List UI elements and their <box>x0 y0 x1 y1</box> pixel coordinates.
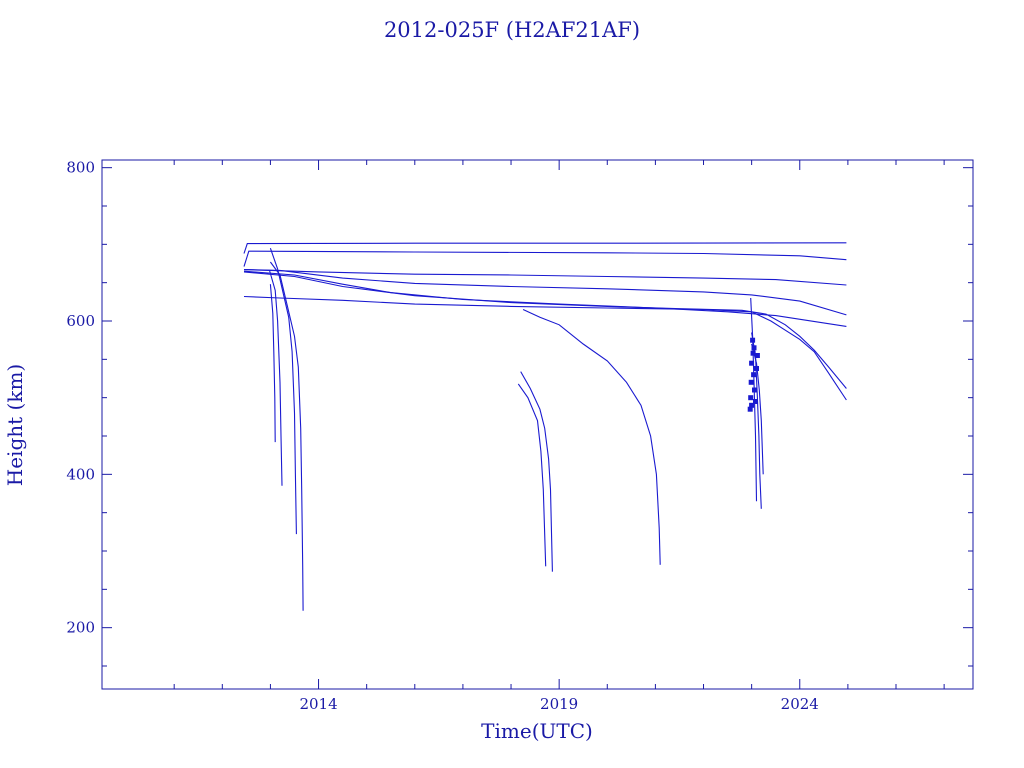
y-tick-label: 200 <box>66 619 95 637</box>
series-line-13 <box>517 383 547 567</box>
y-tick-label: 600 <box>66 312 95 330</box>
data-point-marker <box>753 399 758 404</box>
series-line-1 <box>243 242 847 254</box>
plot-frame <box>101 159 974 690</box>
data-point-marker <box>751 345 757 351</box>
data-point-marker <box>749 402 755 408</box>
series-line-4 <box>243 269 847 316</box>
series-line-9 <box>269 248 297 535</box>
series-line-12 <box>520 371 553 572</box>
x-tick-label: 2019 <box>540 695 578 713</box>
axis-ticks <box>102 160 973 689</box>
x-axis-label: Time(UTC) <box>481 719 593 743</box>
x-tick-label: 2014 <box>299 695 337 713</box>
data-point-marker <box>752 387 757 393</box>
data-point-marker <box>748 379 754 385</box>
data-point-marker <box>747 406 753 412</box>
data-point-marker <box>748 395 754 401</box>
data-point-marker <box>749 360 755 366</box>
series-line-2 <box>243 250 847 267</box>
data-point-marker <box>754 353 760 358</box>
series-group <box>243 242 847 611</box>
y-tick-label: 800 <box>66 159 95 177</box>
series-line-7 <box>243 295 847 401</box>
series-line-17 <box>751 343 764 475</box>
data-point-marker <box>754 366 759 371</box>
data-point-marker <box>750 350 756 356</box>
marker-group <box>747 337 760 412</box>
series-line-3 <box>243 269 847 286</box>
series-line-14 <box>522 309 661 565</box>
chart-title: 2012-025F (H2AF21AF) <box>384 18 640 42</box>
y-tick-label: 400 <box>66 465 95 483</box>
x-tick-label: 2024 <box>781 695 819 713</box>
tick-labels: 2014 2019 2024 200 400 600 800 <box>66 159 818 713</box>
y-axis-label: Height (km) <box>3 364 27 486</box>
data-point-marker <box>750 337 756 343</box>
series-line-8 <box>269 261 304 611</box>
data-point-marker <box>751 372 757 378</box>
series-line-11 <box>269 284 276 443</box>
series-line-10 <box>268 270 283 486</box>
series-line-16 <box>750 297 758 502</box>
